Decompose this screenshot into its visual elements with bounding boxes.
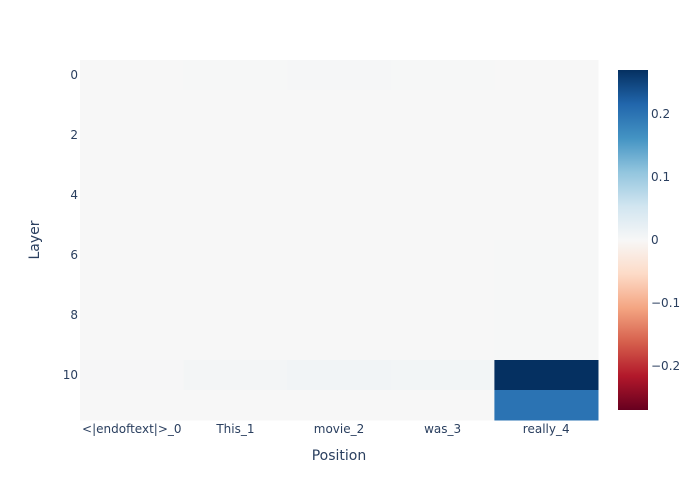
- colorbar-tick-label: 0.1: [651, 170, 670, 184]
- x-tick-label: was_3: [424, 422, 461, 436]
- heatmap-cell: [183, 150, 288, 181]
- heatmap-cell: [287, 180, 392, 211]
- heatmap-cell: [287, 90, 392, 121]
- x-axis-title: Position: [312, 448, 367, 464]
- heatmap-cell: [80, 180, 185, 211]
- heatmap-cell: [494, 390, 599, 421]
- heatmap-cell: [80, 150, 185, 181]
- heatmap-cell: [494, 300, 599, 331]
- heatmap-cell: [390, 60, 495, 91]
- y-tick-label: 6: [70, 248, 78, 262]
- heatmap-cell: [287, 60, 392, 91]
- heatmap-cell: [80, 120, 185, 151]
- heatmap-cell: [80, 300, 185, 331]
- y-tick-label: 10: [63, 368, 78, 382]
- heatmap-cell: [287, 270, 392, 301]
- heatmap-cell: [80, 210, 185, 241]
- x-tick-label: really_4: [523, 422, 570, 436]
- heatmap-cell: [390, 360, 495, 391]
- x-tick-label: <|endoftext|>_0: [82, 422, 181, 436]
- heatmap-cell: [287, 240, 392, 271]
- heatmap-cell: [80, 270, 185, 301]
- y-axis-ticks: 0 2 4 6 8 10: [63, 68, 78, 382]
- colorbar-tick-label: −0.2: [651, 359, 680, 373]
- y-tick-label: 0: [70, 68, 78, 82]
- colorbar-tick-label: 0.2: [651, 107, 670, 121]
- heatmap-cell: [183, 360, 288, 391]
- heatmap-cell: [287, 300, 392, 331]
- heatmap-cell: [390, 150, 495, 181]
- heatmap-cell: [80, 330, 185, 361]
- heatmap-cell: [183, 120, 288, 151]
- heatmap-cell: [183, 240, 288, 271]
- x-axis-ticks: <|endoftext|>_0 This_1 movie_2 was_3 really_…: [82, 422, 570, 436]
- heatmap-cell: [494, 210, 599, 241]
- heatmap-cell: [390, 120, 495, 151]
- heatmap-cell: [80, 390, 185, 421]
- heatmap-cell: [494, 360, 599, 391]
- heatmap-cell: [80, 360, 185, 391]
- heatmap-cell: [494, 180, 599, 211]
- heatmap-cell: [390, 180, 495, 211]
- heatmap-cell: [183, 330, 288, 361]
- x-tick-label: movie_2: [314, 422, 364, 436]
- heatmap-cell: [183, 270, 288, 301]
- heatmap-cell: [494, 60, 599, 91]
- heatmap-cell: [287, 150, 392, 181]
- colorbar: [618, 70, 648, 410]
- heatmap-cell: [494, 120, 599, 151]
- heatmap-cell: [494, 270, 599, 301]
- heatmap-cell: [287, 330, 392, 361]
- heatmap-cell: [183, 210, 288, 241]
- heatmap-cell: [183, 90, 288, 121]
- heatmap-cells: [80, 60, 599, 421]
- heatmap-cell: [494, 330, 599, 361]
- colorbar-tick-label: 0: [651, 233, 659, 247]
- heatmap-cell: [80, 60, 185, 91]
- heatmap-cell: [183, 180, 288, 211]
- y-tick-label: 4: [70, 188, 78, 202]
- colorbar-tick-label: −0.1: [651, 296, 680, 310]
- heatmap-cell: [287, 390, 392, 421]
- heatmap-cell: [287, 210, 392, 241]
- y-tick-label: 2: [70, 128, 78, 142]
- heatmap-cell: [390, 210, 495, 241]
- heatmap-cell: [390, 330, 495, 361]
- x-tick-label: This_1: [215, 422, 254, 436]
- heatmap-cell: [183, 300, 288, 331]
- y-axis-title: Layer: [27, 220, 43, 259]
- heatmap-cell: [494, 150, 599, 181]
- heatmap-cell: [390, 240, 495, 271]
- heatmap-cell: [390, 300, 495, 331]
- y-tick-label: 8: [70, 308, 78, 322]
- heatmap-cell: [390, 90, 495, 121]
- heatmap-cell: [287, 120, 392, 151]
- heatmap-cell: [80, 240, 185, 271]
- heatmap-cell: [390, 270, 495, 301]
- heatmap-cell: [494, 240, 599, 271]
- heatmap-cell: [80, 90, 185, 121]
- heatmap-cell: [183, 60, 288, 91]
- colorbar-ticks: 0.2 0.1 0 −0.1 −0.2: [651, 107, 680, 373]
- heatmap-cell: [390, 390, 495, 421]
- heatmap-cell: [183, 390, 288, 421]
- heatmap-cell: [287, 360, 392, 391]
- heatmap-cell: [494, 90, 599, 121]
